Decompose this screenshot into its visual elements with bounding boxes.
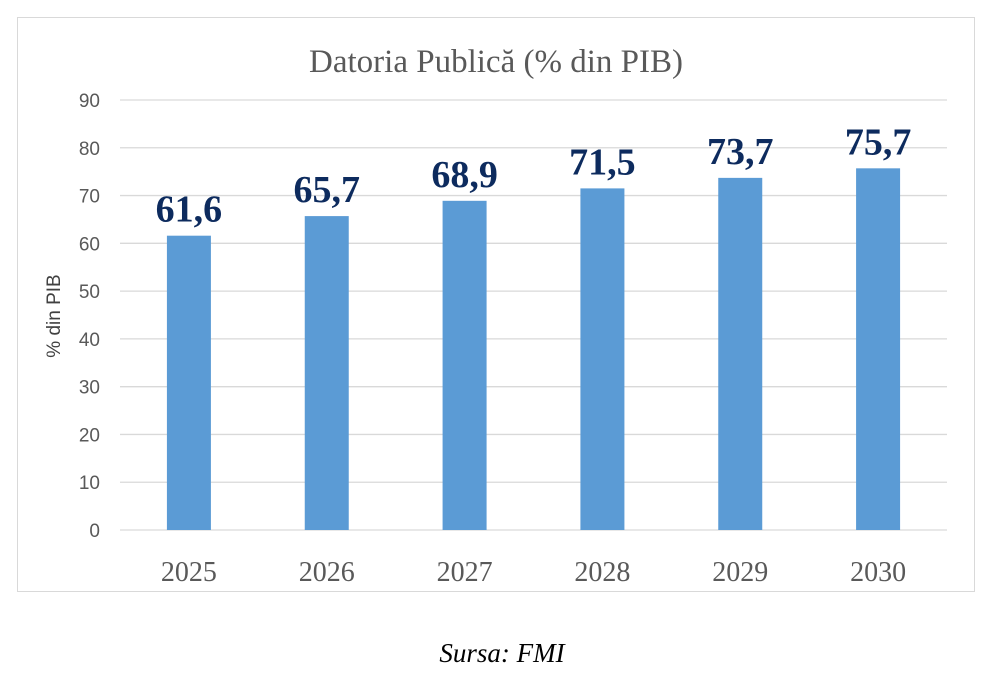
y-tick-label: 0 [89, 521, 100, 542]
y-tick-label: 80 [79, 139, 100, 160]
data-label-2027: 68,9 [431, 154, 498, 196]
x-tick-label-2026: 2026 [299, 557, 355, 588]
y-tick-label: 90 [79, 91, 100, 112]
bar-2026 [304, 216, 349, 530]
y-tick-label: 70 [79, 187, 100, 208]
bar-chart: Datoria Publică (% din PIB) % din PIB 0 1… [44, 44, 947, 588]
bars [166, 168, 901, 531]
y-tick-label: 60 [79, 234, 100, 255]
bar-2029 [718, 177, 763, 530]
bar-2030 [856, 168, 901, 531]
x-tick-label-2027: 2027 [437, 557, 493, 588]
y-tick-label: 50 [79, 282, 100, 303]
y-tick-label: 20 [79, 425, 100, 446]
y-axis-ticks: 0 10 20 30 40 50 60 70 80 90 [79, 91, 100, 542]
data-label-2026: 65,7 [294, 169, 361, 211]
data-label-2028: 71,5 [569, 141, 636, 183]
data-label-2030: 75,7 [845, 121, 912, 163]
bar-2028 [580, 188, 625, 530]
bar-2027 [442, 200, 487, 531]
chart-title: Datoria Publică (% din PIB) [309, 44, 683, 80]
x-tick-label-2030: 2030 [850, 557, 906, 588]
data-label-2029: 73,7 [707, 131, 774, 173]
bar-2025 [166, 235, 211, 530]
source-note: Sursa: FMI [439, 638, 565, 668]
data-labels: 61,6 65,7 68,9 71,5 73,7 75,7 [156, 121, 912, 230]
y-axis-label: % din PIB [44, 274, 65, 357]
x-tick-label-2028: 2028 [574, 557, 630, 588]
gridlines [120, 99, 947, 531]
y-tick-label: 40 [79, 330, 100, 351]
x-tick-label-2025: 2025 [161, 557, 217, 588]
y-tick-label: 10 [79, 473, 100, 494]
data-label-2025: 61,6 [156, 189, 223, 231]
x-axis-ticks: 2025 2026 2027 2028 2029 2030 [161, 557, 906, 588]
x-tick-label-2029: 2029 [712, 557, 768, 588]
y-tick-label: 30 [79, 378, 100, 399]
